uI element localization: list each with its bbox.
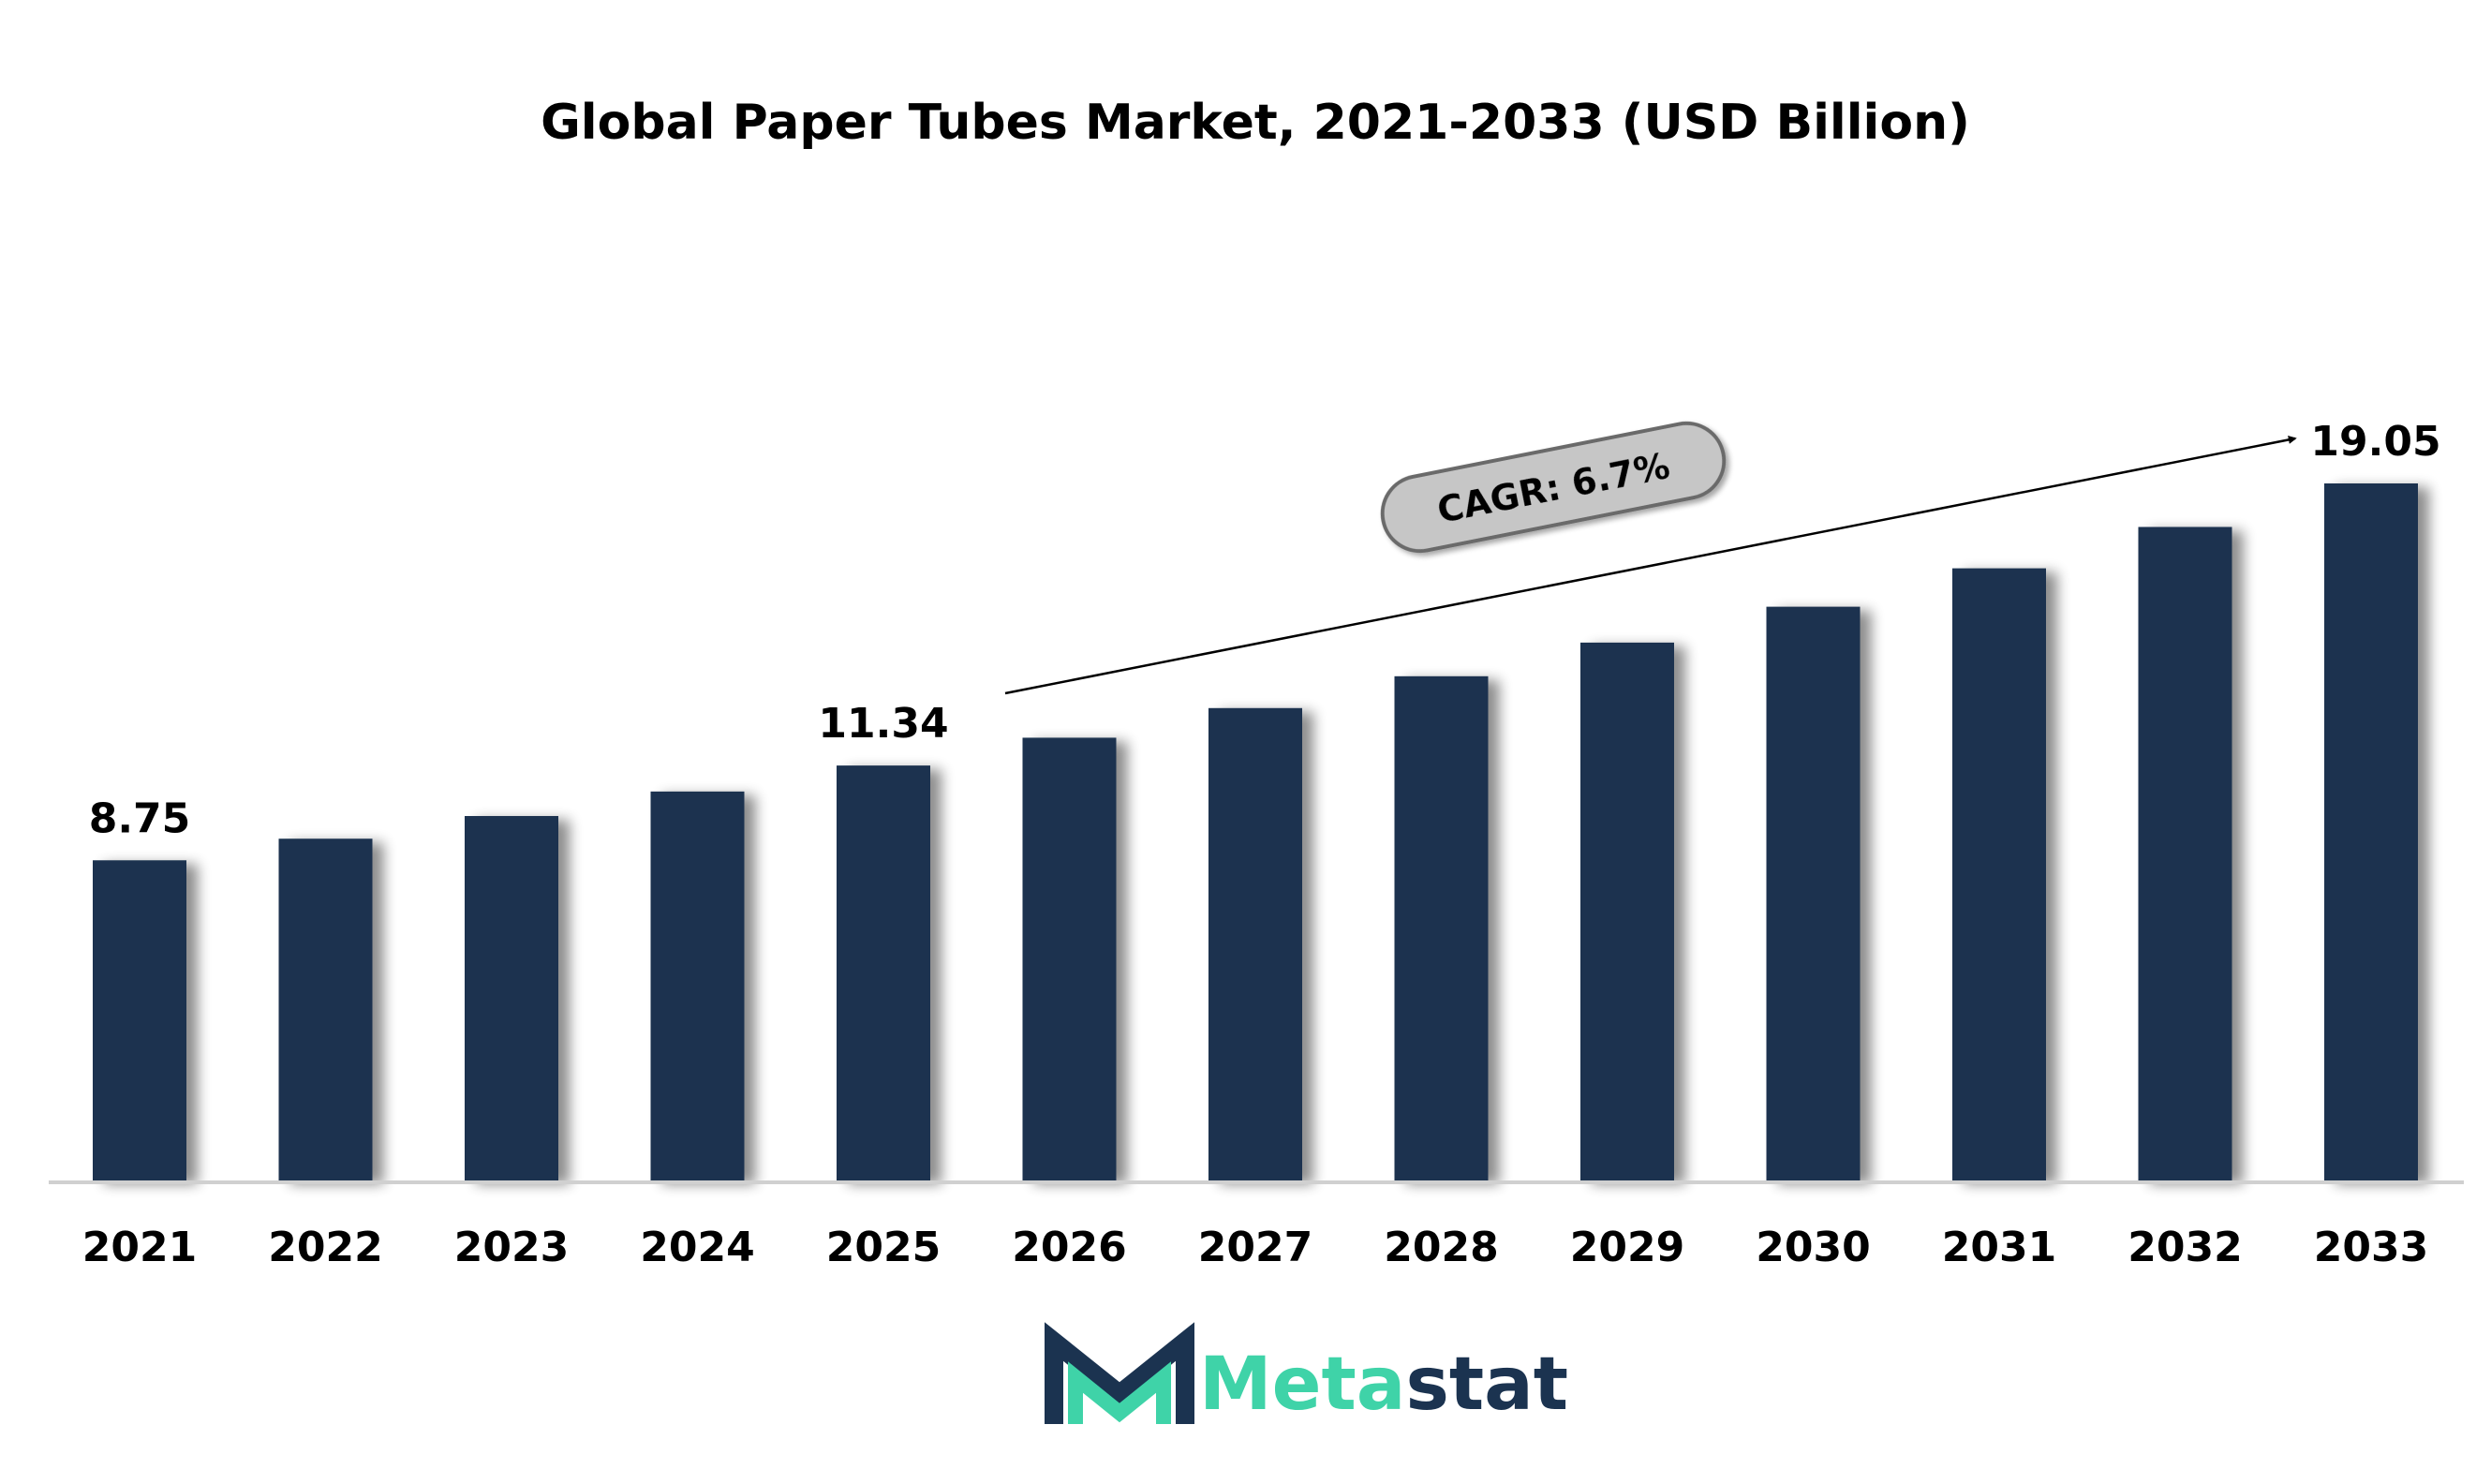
data-label-2021: 8.75	[89, 794, 191, 842]
logo-wordmark-meta: Meta	[1199, 1343, 1405, 1427]
x-tick-label-2033: 2033	[2314, 1224, 2428, 1271]
x-tick-label-2023: 2023	[454, 1224, 569, 1271]
bar-2030	[1766, 606, 1861, 1180]
logo-wordmark: Metastat	[1199, 1343, 1568, 1427]
x-tick-label-2030: 2030	[1756, 1224, 1870, 1271]
x-tick-label-2032: 2032	[2128, 1224, 2242, 1271]
logo-wordmark-stat: stat	[1405, 1343, 1568, 1427]
data-labels: 8.75 11.34 19.05	[89, 418, 2441, 842]
bar-2032	[2138, 527, 2232, 1180]
chart-title: Global Paper Tubes Market, 2021-2033 (US…	[541, 95, 1970, 151]
cagr-pill: CAGR: 6.7%	[1380, 421, 1727, 554]
x-tick-label-2024: 2024	[640, 1224, 754, 1271]
bars-layer	[93, 483, 2418, 1180]
bar-2022	[278, 838, 373, 1180]
bar-2027	[1208, 707, 1302, 1180]
x-tick-labels: 2021 2022 2023 2024 2025 2026 2027 2028 2029 2030…	[82, 1224, 2428, 1271]
x-tick-label-2027: 2027	[1198, 1224, 1312, 1271]
x-tick-label-2021: 2021	[82, 1224, 197, 1271]
data-label-2033: 19.05	[2310, 418, 2440, 466]
bar-2031	[1952, 568, 2046, 1180]
bar-2023	[465, 816, 558, 1180]
x-tick-label-2022: 2022	[268, 1224, 382, 1271]
x-tick-label-2025: 2025	[826, 1224, 941, 1271]
cagr-arrow	[1004, 435, 2297, 695]
bar-2025	[837, 765, 930, 1180]
bar-2029	[1580, 642, 1674, 1180]
metastat-logo: Metastat	[1045, 1322, 1568, 1427]
x-tick-label-2029: 2029	[1570, 1224, 1684, 1271]
data-label-2025: 11.34	[818, 700, 948, 748]
bar-2026	[1022, 737, 1117, 1180]
bar-2021	[93, 860, 186, 1180]
x-tick-label-2028: 2028	[1384, 1224, 1498, 1271]
bar-2024	[650, 791, 745, 1180]
x-tick-label-2031: 2031	[1942, 1224, 2056, 1271]
bar-2033	[2324, 483, 2418, 1180]
bar-2028	[1394, 675, 1489, 1180]
logo-m-icon	[1045, 1322, 1194, 1424]
x-tick-label-2026: 2026	[1012, 1224, 1126, 1271]
